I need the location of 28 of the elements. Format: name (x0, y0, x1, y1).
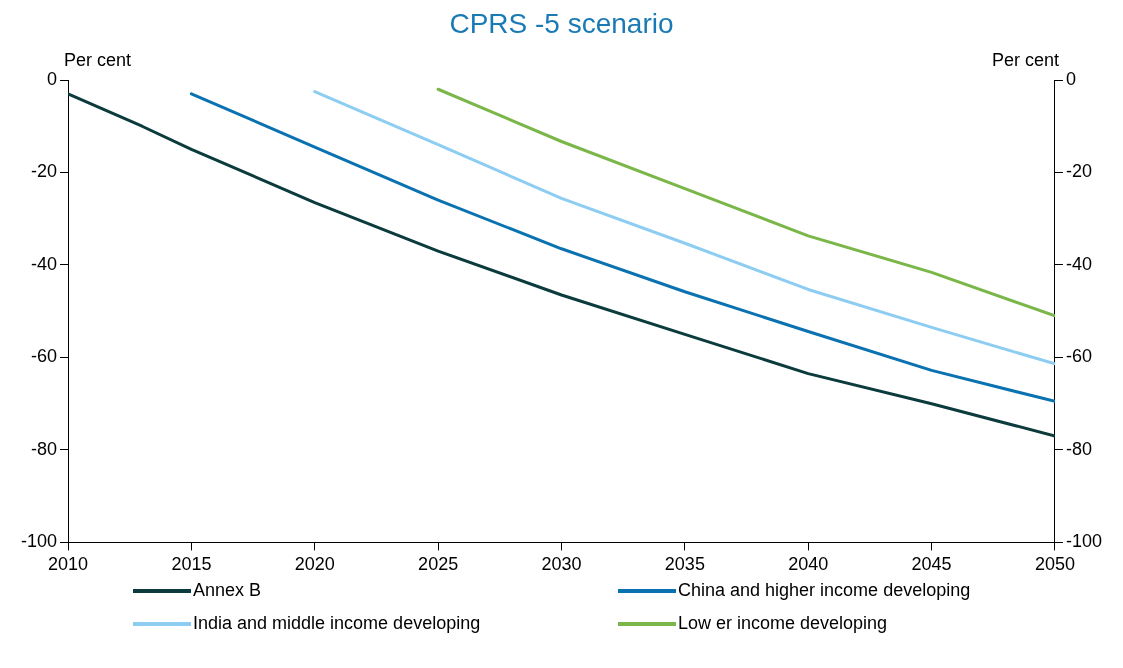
y2-tick-label: 0 (1065, 68, 1076, 89)
y2-tick-label: -40 (1065, 253, 1092, 274)
x-tick-label: 2035 (664, 554, 705, 575)
y-tick-label: -40 (31, 253, 58, 274)
y2-tick-label: -60 (1065, 346, 1092, 367)
x-tick-label: 2045 (911, 554, 952, 575)
y-tick-label: -20 (31, 161, 58, 182)
legend-label: Low er income developing (678, 613, 888, 634)
x-tick-label: 2015 (171, 554, 212, 575)
y2-tick-label: -20 (1065, 161, 1092, 182)
y-tick-label: -60 (31, 346, 58, 367)
y-tick-label: -80 (31, 438, 58, 459)
x-tick-label: 2030 (541, 554, 582, 575)
y2-tick-label: -100 (1065, 531, 1102, 552)
y-axis-title: Per cent (64, 49, 132, 70)
legend-label: Annex B (193, 580, 262, 601)
legend-label: India and middle income developing (193, 613, 481, 634)
legend-label: China and higher income developing (678, 580, 971, 601)
y-tick-label: 0 (47, 68, 58, 89)
x-tick-label: 2050 (1034, 554, 1075, 575)
x-tick-label: 2025 (418, 554, 459, 575)
x-tick-label: 2020 (294, 554, 335, 575)
x-tick-label: 2040 (788, 554, 829, 575)
y2-tick-label: -80 (1065, 438, 1092, 459)
chart-title: CPRS -5 scenario (448, 8, 675, 40)
y-tick-label: -100 (21, 531, 58, 552)
y2-axis-title: Per cent (991, 49, 1059, 70)
x-tick-label: 2010 (48, 554, 89, 575)
